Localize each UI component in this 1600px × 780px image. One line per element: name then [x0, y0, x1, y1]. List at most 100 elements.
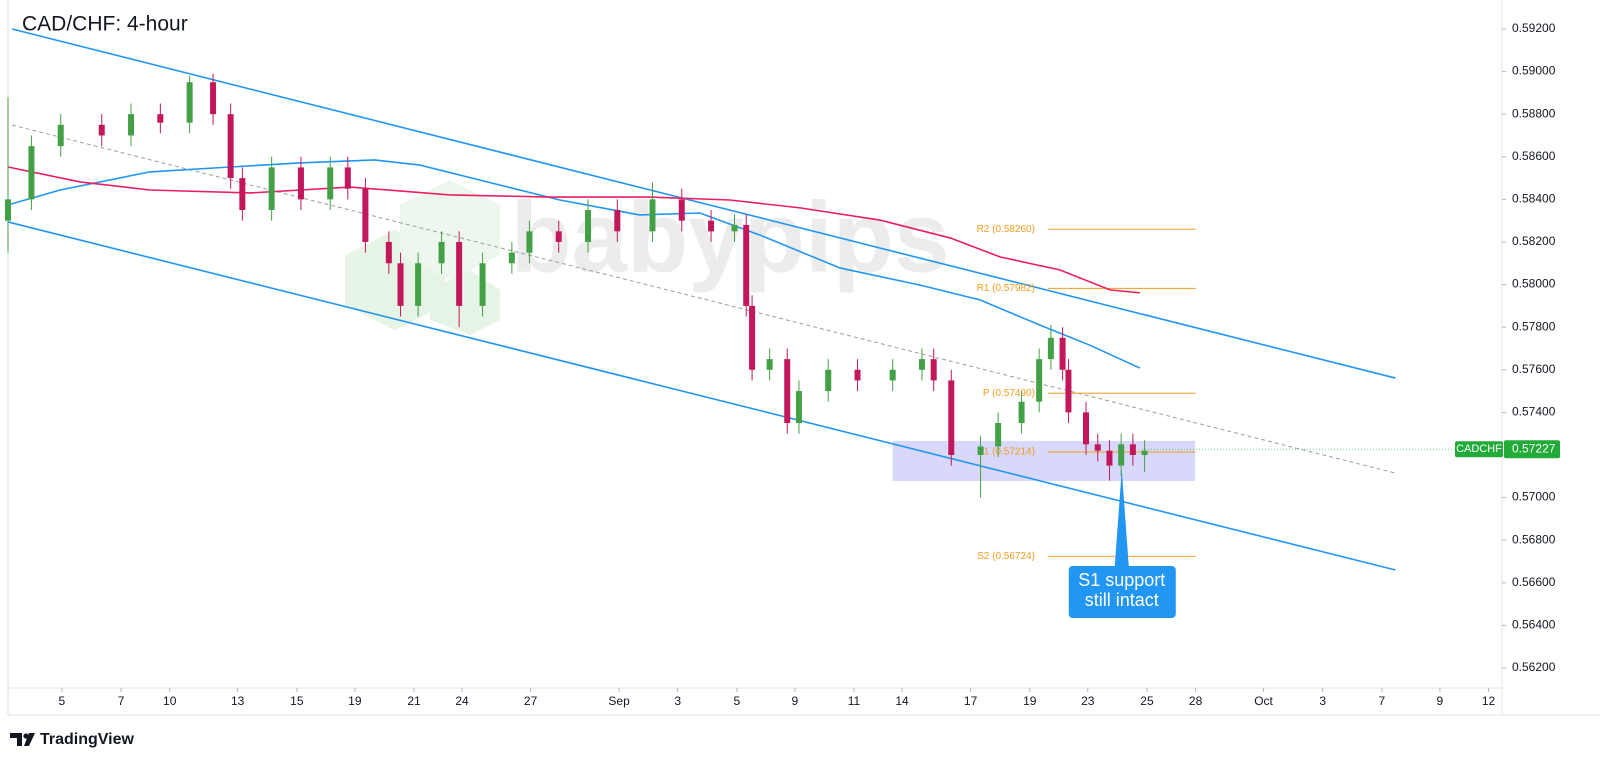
x-tick-label: 10: [163, 694, 177, 708]
x-tick-label: 19: [1023, 694, 1037, 708]
candle-body: [795, 391, 802, 424]
symbol-label: CADCHF: [1456, 443, 1502, 455]
candle-body: [227, 114, 234, 179]
x-tick-label: 24: [455, 694, 469, 708]
x-tick-label: 13: [231, 694, 245, 708]
candle-body: [854, 369, 861, 381]
x-tick-label: 9: [791, 694, 798, 708]
candle-body: [930, 359, 937, 381]
pivot-label: P (0.57490): [983, 388, 1035, 399]
x-tick-label: 27: [524, 694, 538, 708]
brand-logo: [10, 733, 35, 746]
x-tick-label: 3: [1319, 694, 1326, 708]
callout-text: S1 support: [1078, 570, 1165, 590]
candle-body: [825, 369, 832, 392]
y-tick-label: 0.57800: [1512, 319, 1556, 333]
candle-body: [918, 359, 925, 370]
x-tick-label: 25: [1140, 694, 1154, 708]
pivot-label: R2 (0.58260): [977, 224, 1035, 235]
candle-body: [210, 82, 217, 115]
y-tick-label: 0.57400: [1512, 405, 1556, 419]
x-tick-label: 7: [118, 694, 125, 708]
candle-body: [438, 241, 445, 264]
candle-body: [555, 231, 562, 242]
candle-body: [239, 178, 246, 211]
candle-body: [479, 263, 486, 306]
candle-body: [1047, 337, 1054, 360]
candle-body: [1094, 444, 1101, 451]
y-tick-label: 0.57000: [1512, 490, 1556, 504]
x-tick-label: 23: [1081, 694, 1095, 708]
y-tick-label: 0.56600: [1512, 575, 1556, 589]
candle-body: [1059, 337, 1066, 370]
candle-body: [415, 263, 422, 306]
callout-text: still intact: [1085, 590, 1159, 610]
candle-body: [1018, 401, 1025, 424]
y-tick-label: 0.56800: [1512, 532, 1556, 546]
candle-body: [1036, 359, 1043, 402]
price-badge: [1504, 440, 1560, 459]
y-tick-label: 0.57600: [1512, 362, 1556, 376]
x-tick-label: 19: [348, 694, 362, 708]
candle-body: [526, 231, 533, 253]
candle-body: [784, 359, 791, 424]
callout-arrow: [1114, 469, 1129, 566]
candle-body: [1118, 444, 1125, 466]
x-tick-label: 3: [674, 694, 681, 708]
candle-body: [456, 241, 463, 306]
pivot-label: S1 (0.57214): [977, 447, 1035, 458]
candle-body: [128, 114, 135, 136]
candle-body: [157, 114, 164, 123]
candle-body: [57, 124, 64, 147]
candle-body: [749, 305, 756, 370]
x-tick-label: 12: [1482, 694, 1496, 708]
candle-body: [5, 199, 11, 221]
candle-body: [977, 446, 984, 455]
x-tick-label: 28: [1189, 694, 1203, 708]
symbol-badge: [1455, 441, 1503, 458]
candle-body: [889, 369, 896, 381]
y-tick-label: 0.58200: [1512, 234, 1556, 248]
candle-body: [1083, 412, 1090, 445]
x-tick-label: 11: [848, 694, 861, 708]
x-tick-label: 17: [964, 694, 978, 708]
candle-body: [397, 263, 404, 306]
candle-body: [344, 167, 351, 189]
candle-body: [98, 124, 105, 136]
candle-body: [995, 423, 1002, 447]
y-tick-label: 0.56400: [1512, 618, 1556, 632]
moving-average: [7, 159, 1141, 369]
candle-body: [385, 241, 392, 264]
candle-body: [1141, 450, 1148, 455]
candle-body: [268, 167, 275, 211]
candle-body: [614, 210, 621, 232]
moving-average: [7, 166, 1140, 294]
candle-body: [362, 188, 369, 242]
y-tick-label: 0.59000: [1512, 64, 1556, 78]
candle-body: [649, 199, 656, 232]
brand: TradingView: [40, 731, 135, 748]
pivot-label: S2 (0.56724): [977, 551, 1035, 562]
candle-body: [708, 220, 715, 232]
candle-body: [1065, 369, 1072, 413]
candle-body: [186, 82, 193, 123]
candle-body: [508, 252, 515, 264]
y-tick-label: 0.59200: [1512, 21, 1556, 35]
candle-body: [327, 167, 334, 200]
trend-line: [7, 221, 1396, 571]
y-tick-label: 0.58600: [1512, 149, 1556, 163]
candle-body: [743, 224, 750, 306]
candle-body: [297, 167, 304, 200]
pivot-label: R1 (0.57982): [977, 283, 1035, 294]
x-tick-label: 21: [407, 694, 421, 708]
candle-body: [1106, 450, 1113, 466]
callout-box: [1068, 566, 1176, 618]
candle-body: [585, 210, 592, 242]
y-tick-label: 0.58800: [1512, 106, 1556, 120]
trend-line: [11, 28, 1396, 379]
support-zone: [892, 440, 1195, 481]
candle-body: [1129, 444, 1136, 455]
x-tick-label: Sep: [608, 694, 630, 708]
